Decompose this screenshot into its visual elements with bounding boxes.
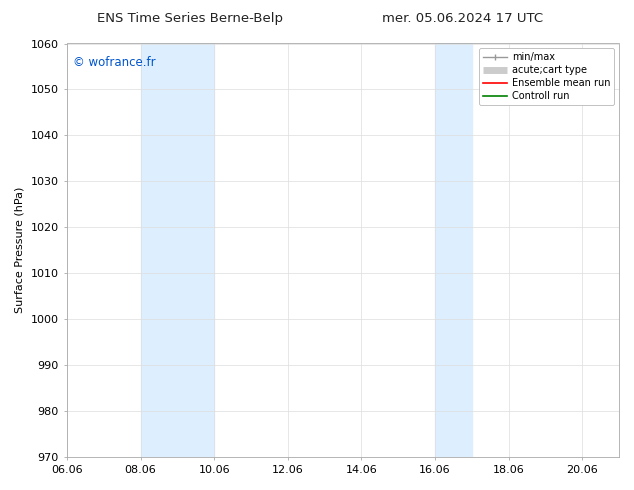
Bar: [435, 44, 472, 457]
Legend: min/max, acute;cart type, Ensemble mean run, Controll run: min/max, acute;cart type, Ensemble mean …: [479, 49, 614, 105]
Text: ENS Time Series Berne-Belp: ENS Time Series Berne-Belp: [97, 12, 283, 25]
Text: © wofrance.fr: © wofrance.fr: [72, 56, 155, 69]
Bar: [141, 44, 214, 457]
Y-axis label: Surface Pressure (hPa): Surface Pressure (hPa): [15, 187, 25, 313]
Text: mer. 05.06.2024 17 UTC: mer. 05.06.2024 17 UTC: [382, 12, 543, 25]
